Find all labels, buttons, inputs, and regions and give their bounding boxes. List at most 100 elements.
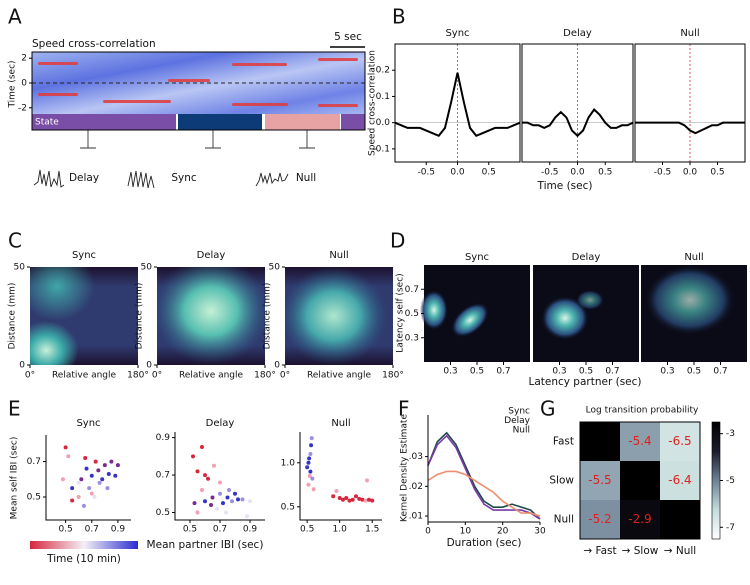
x-tick-label: 0.5	[300, 525, 314, 535]
scatter-point	[89, 491, 94, 496]
x-tick-label: 1.5	[365, 525, 379, 535]
scatter-point	[200, 444, 204, 449]
legend-label: Sync	[508, 407, 530, 417]
matrix-cell	[580, 461, 620, 500]
x-tick-label: 180°	[382, 371, 404, 381]
x-axis-label: Latency partner (sec)	[528, 376, 641, 388]
scatter-point	[227, 488, 231, 493]
cell-value: -5.5	[588, 473, 611, 487]
matrix-cell	[580, 500, 620, 539]
panel-label: A	[8, 5, 22, 29]
state-name: Null	[296, 172, 316, 184]
scatter-point	[106, 471, 111, 476]
y-tick-label: 50	[14, 263, 26, 273]
scatter-point	[92, 494, 97, 499]
panel-title: Sync	[465, 252, 489, 263]
density-image	[30, 267, 138, 365]
scatter-point	[209, 503, 213, 508]
x-axis-label: Relative angle	[179, 371, 244, 381]
scatter-point	[337, 496, 342, 500]
scatter-point	[97, 480, 102, 485]
state-name: Sync	[171, 172, 197, 184]
scatter-point	[70, 486, 75, 491]
matrix-cell	[660, 500, 700, 539]
scatter-point	[308, 452, 313, 456]
scatter-point	[76, 494, 81, 499]
scatter-point	[306, 482, 311, 487]
y-tick-label: -2	[18, 103, 27, 113]
scatter-point	[221, 501, 225, 506]
panel-title: Speed cross-correlation	[32, 38, 156, 50]
colorbar	[711, 421, 721, 540]
mean-curve	[522, 108, 634, 138]
y-tick-label: 0.7	[27, 457, 41, 467]
kde-curve	[427, 434, 541, 520]
y-tick-label: .02	[409, 482, 423, 492]
scatter-point	[100, 477, 105, 482]
scatter-point	[93, 459, 98, 464]
panel-title: Sync	[445, 28, 469, 39]
heatmap-image	[576, 290, 604, 310]
panel-title: Null	[684, 252, 703, 263]
scale-label: 5 sec	[334, 31, 362, 43]
scatter-point	[347, 498, 352, 503]
state-label: State	[35, 118, 59, 128]
heatmap-image	[420, 290, 448, 330]
x-tick-label: 180°	[254, 371, 276, 381]
colorbar-label: Time (10 min)	[46, 553, 121, 565]
y-tick-label: 0.7	[156, 471, 170, 481]
cell-value: -5.2	[588, 512, 611, 526]
x-tick-label: -0.5	[417, 168, 435, 178]
x-tick-label: 0.0	[570, 168, 585, 178]
x-tick-label: 0.7	[605, 367, 619, 377]
y-tick-label: 0.5	[281, 502, 295, 512]
y-tick-label: 1.0	[281, 458, 296, 468]
x-tick-label: 0.5	[598, 168, 612, 178]
x-tick-label: 180°	[127, 371, 149, 381]
y-axis-label: Kernel Density Estimate	[400, 414, 410, 522]
x-tick-label: 0.3	[660, 367, 674, 377]
x-tick-label: 0°	[25, 371, 35, 381]
x-tick-label: 1.0	[333, 525, 348, 535]
x-tick-label: 0.0	[683, 168, 698, 178]
y-axis-label: Distance (mm)	[263, 283, 273, 350]
scatter-point	[225, 495, 230, 500]
cell-value: -2.9	[628, 512, 651, 526]
x-tick-label: 0.7	[713, 367, 727, 377]
state-segment	[178, 114, 262, 130]
y-axis-label: Time (sec)	[8, 60, 18, 108]
mean-curve	[394, 72, 521, 137]
scatter-point	[210, 495, 215, 500]
kde-curve	[427, 470, 541, 517]
x-tick-label: 0.5	[579, 367, 593, 377]
x-tick-label: 0.7	[496, 367, 510, 377]
panel-label: D	[390, 229, 405, 253]
kde-curve	[427, 431, 541, 520]
y-tick-label: 0.5	[405, 309, 419, 319]
density-image	[157, 267, 265, 365]
mean-curve	[635, 121, 745, 135]
x-tick-label: 0.3	[443, 367, 457, 377]
scatter-point	[230, 499, 234, 504]
scatter-point	[115, 463, 120, 468]
state-segment	[32, 114, 176, 130]
matrix-cell	[660, 461, 700, 500]
scatter-point	[87, 486, 92, 491]
y-tick-label: .01	[409, 512, 423, 522]
scatter-point	[366, 497, 371, 502]
scatter-point	[363, 498, 368, 503]
scatter-point	[79, 477, 84, 482]
scatter-point	[350, 497, 355, 502]
matrix-cell	[580, 422, 620, 461]
scatter-point	[206, 476, 210, 481]
y-tick-label: 0.5	[156, 508, 170, 518]
image-frame	[31, 51, 366, 131]
y-axis-label: Mean self IBI (sec)	[10, 437, 20, 520]
heatmap-image	[451, 302, 489, 338]
matrix-cell	[660, 422, 700, 461]
scatter-point	[195, 469, 200, 474]
scatter-point	[307, 456, 312, 461]
panel-title: Null	[331, 418, 350, 429]
